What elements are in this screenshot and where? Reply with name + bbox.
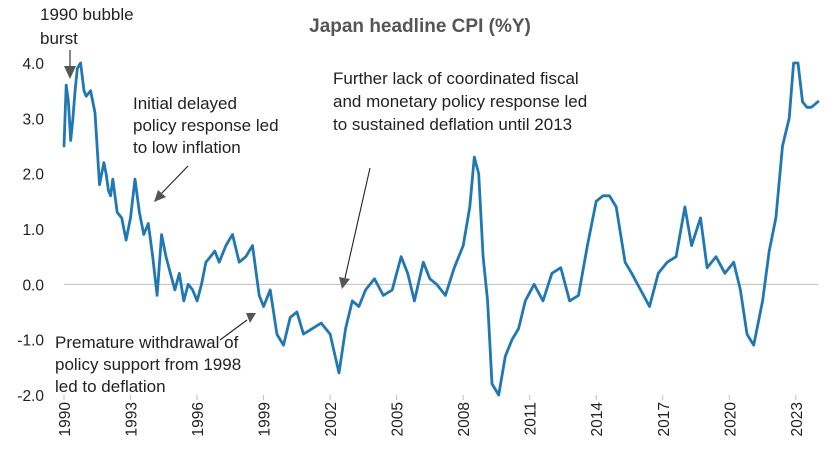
annotation-premature-withdrawal: Premature withdrawal of policy support f…	[55, 333, 241, 396]
annotation-further-lack: Further lack of coordinated fiscal and m…	[333, 69, 587, 134]
annotation-premature-line-1: Premature withdrawal of	[55, 333, 239, 352]
x-tick-label: 2023	[789, 402, 806, 436]
annotation-premature-line-2: policy support from 1998	[55, 355, 241, 374]
y-tick-label: 2.0	[22, 167, 44, 184]
annotation-initial-delayed-line-3: to low inflation	[133, 138, 241, 157]
annotation-premature-line-3: led to deflation	[55, 377, 166, 396]
x-axis-tick-labels: 1990 1993 1996 1999 2002 2005 2008 2011 2014 2017…	[57, 395, 806, 436]
annotation-further-lack-line-1: Further lack of coordinated fiscal	[333, 69, 579, 88]
arrow-initial-delayed	[154, 165, 189, 202]
annotation-initial-delayed-line-2: policy response led	[133, 116, 279, 135]
x-tick-label: 2005	[390, 402, 407, 436]
x-tick-label: 2011	[523, 402, 540, 435]
y-tick-label: -1.0	[17, 333, 44, 350]
x-tick-label: 2017	[656, 402, 673, 436]
x-tick-label: 2002	[323, 402, 340, 436]
annotation-initial-delayed-line-1: Initial delayed	[133, 94, 237, 113]
x-tick-label: 1996	[190, 402, 207, 436]
annotation-further-lack-line-3: to sustained deflation until 2013	[333, 115, 572, 134]
annotation-initial-delayed: Initial delayed policy response led to l…	[133, 94, 279, 157]
x-tick-label: 2014	[589, 402, 606, 437]
y-axis-tick-labels: 4.0 3.0 2.0 1.0 0.0 -1.0 -2.0	[17, 56, 44, 405]
y-tick-label: -2.0	[17, 388, 44, 405]
arrow-bubble-burst	[64, 50, 76, 79]
annotation-bubble-burst-line-1: 1990 bubble	[40, 5, 134, 24]
annotation-further-lack-line-2: and monetary policy response led	[333, 92, 587, 111]
annotation-bubble-burst: 1990 bubble burst	[40, 5, 134, 48]
y-tick-label: 3.0	[22, 111, 44, 128]
x-tick-label: 1990	[57, 402, 74, 437]
x-tick-label: 2020	[722, 402, 739, 437]
y-tick-label: 4.0	[22, 56, 44, 73]
chart-title: Japan headline CPI (%Y)	[309, 16, 531, 37]
y-tick-label: 0.0	[22, 277, 44, 294]
arrow-further-lack	[339, 167, 371, 289]
x-tick-label: 1993	[124, 402, 141, 436]
annotation-bubble-burst-line-2: burst	[40, 29, 78, 48]
x-tick-label: 1999	[257, 402, 274, 436]
x-tick-label: 2008	[456, 402, 473, 436]
arrow-premature-withdrawal	[219, 313, 256, 341]
series-line-cpi	[62, 61, 820, 397]
y-tick-label: 1.0	[22, 222, 44, 239]
